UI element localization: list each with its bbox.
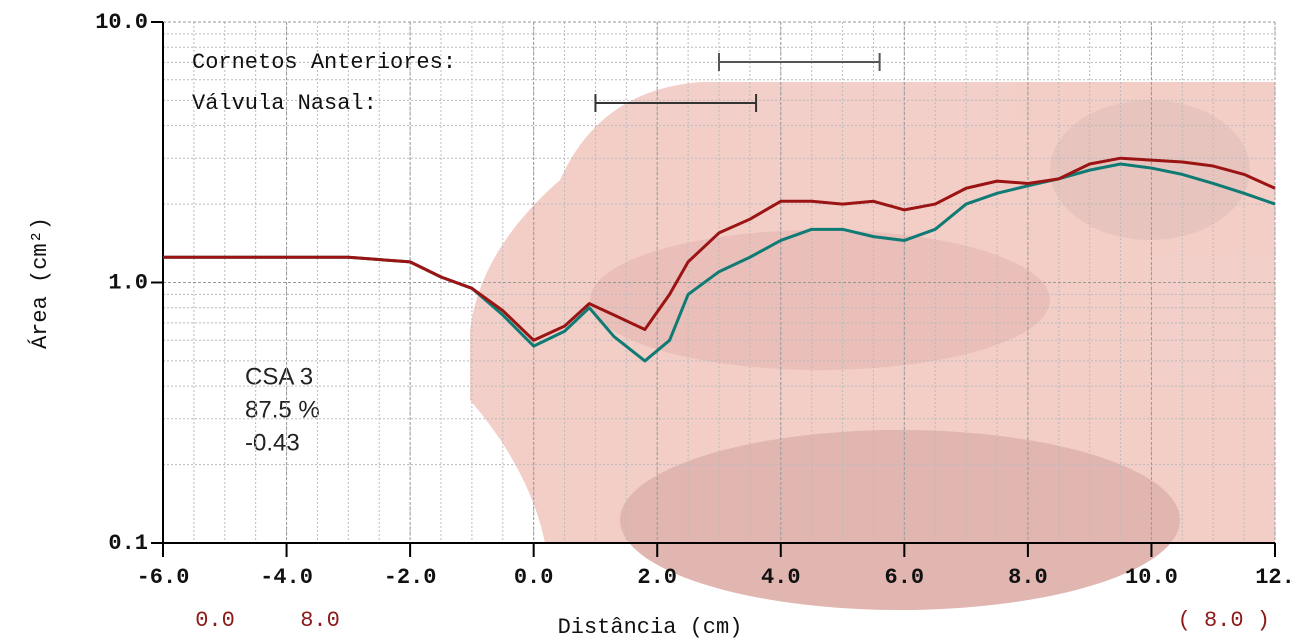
x-tick-label: 6.0 [885, 565, 925, 590]
x-tick-label: 0.0 [514, 565, 554, 590]
y-tick-label: 1.0 [108, 270, 148, 295]
footer-label: 8.0 [300, 608, 340, 633]
x-tick-label: 4.0 [761, 565, 801, 590]
background-shape [620, 430, 1180, 610]
x-tick-label: 8.0 [1008, 565, 1048, 590]
y-tick-label: 10.0 [95, 10, 148, 35]
annotation: 87.5 % [245, 396, 320, 423]
series-line [163, 156, 1276, 342]
x-tick-label: 10.0 [1125, 565, 1178, 590]
range-label: Válvula Nasal: [192, 91, 377, 116]
x-tick-label: -2.0 [384, 565, 437, 590]
annotation: -0.43 [245, 429, 300, 456]
anatomy-background [470, 82, 1275, 610]
x-tick-label: 12. [1255, 565, 1290, 590]
range-label: Cornetos Anteriores: [192, 50, 456, 75]
background-shape [1050, 100, 1250, 240]
footer-label: 0.0 [195, 608, 235, 633]
y-tick-label: 0.1 [108, 531, 148, 556]
x-tick-label: -4.0 [260, 565, 313, 590]
y-axis-label: Área (cm²) [27, 217, 53, 349]
x-tick-label: -6.0 [137, 565, 190, 590]
x-tick-label: 2.0 [637, 565, 677, 590]
x-axis-label: Distância (cm) [558, 615, 743, 640]
footer-label: ( 8.0 ) [1178, 608, 1270, 633]
